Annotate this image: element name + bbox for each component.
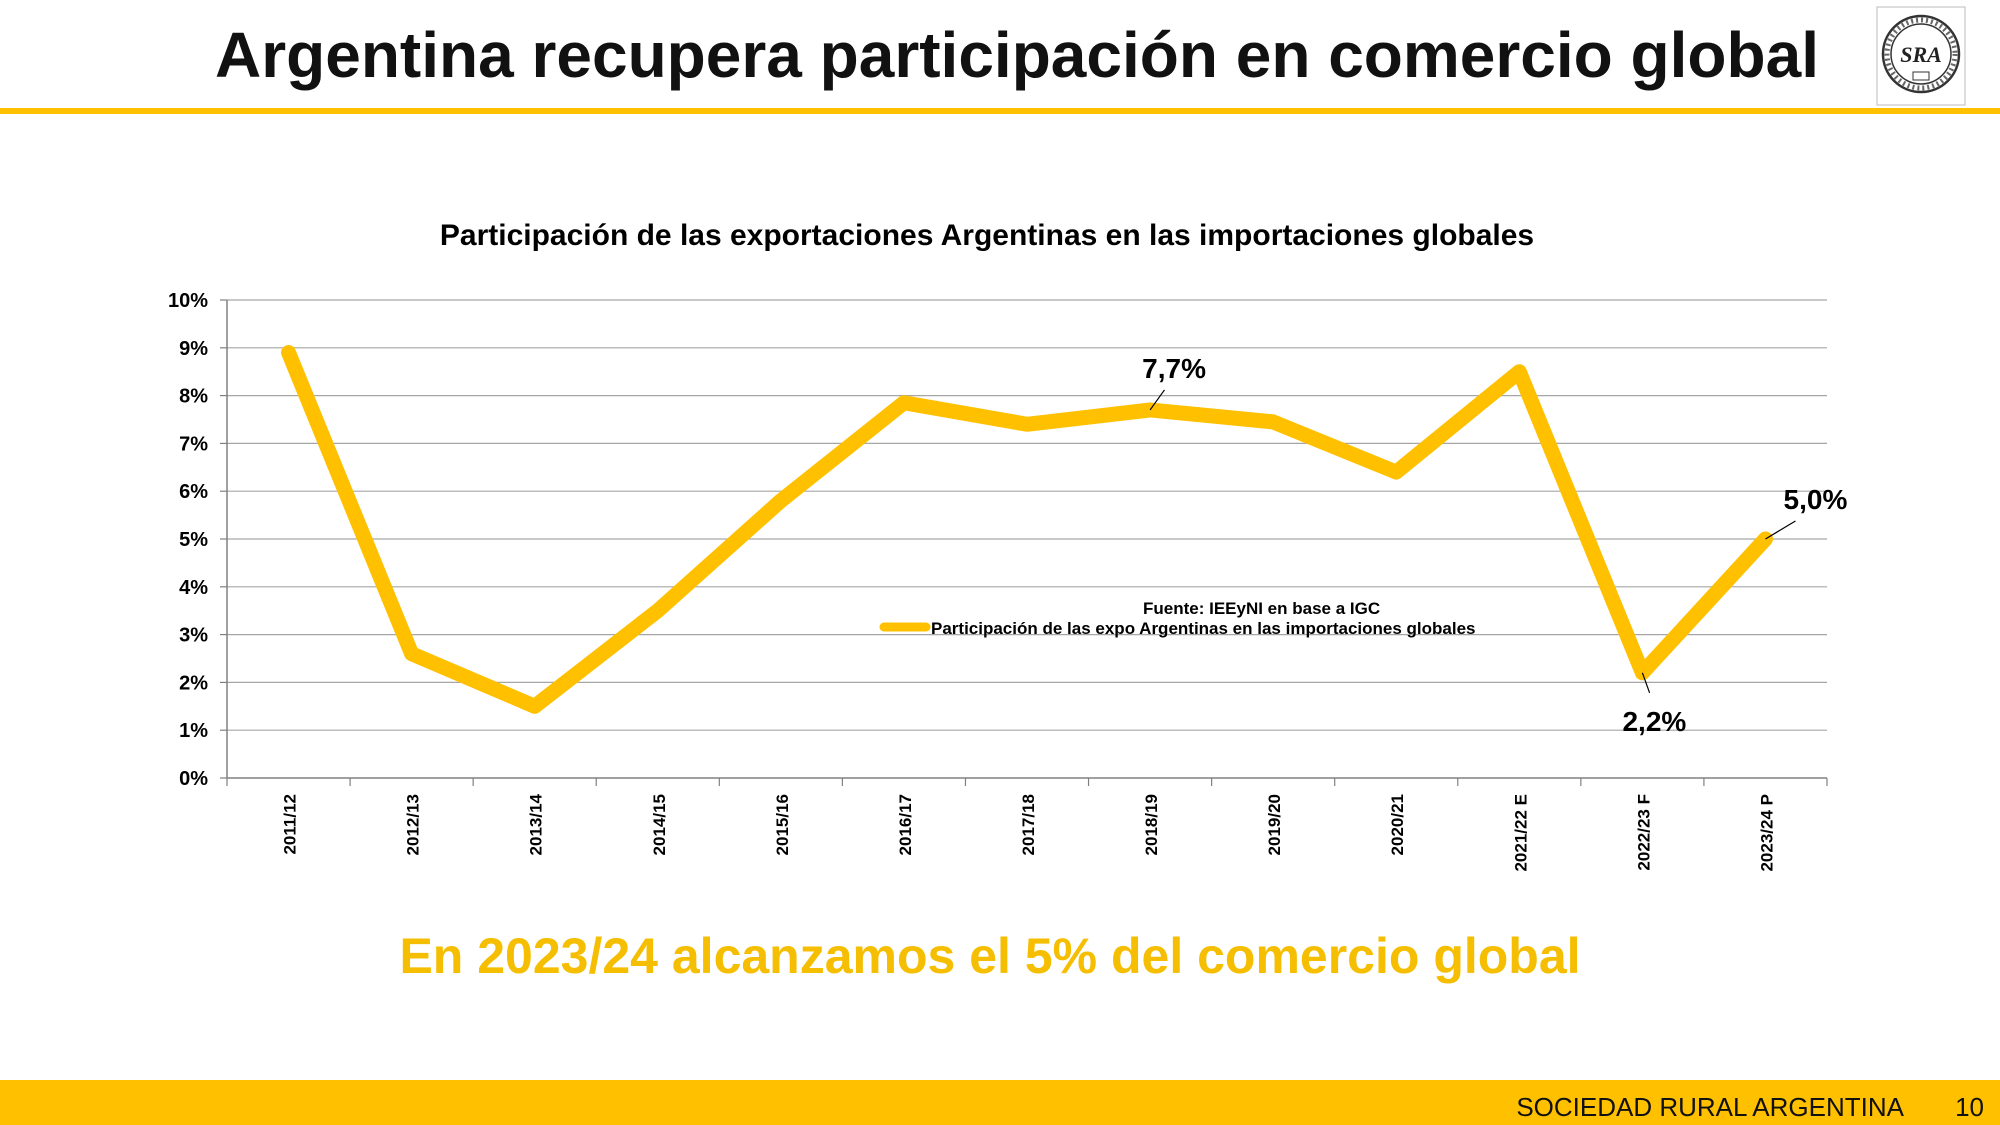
data-label: 5,0% [1784, 484, 1848, 515]
y-tick-label: 5% [179, 529, 208, 551]
x-tick-label: 2012/13 [404, 794, 423, 855]
y-tick-label: 6% [179, 481, 208, 503]
data-label-leader [1149, 389, 1165, 411]
y-tick-label: 3% [179, 625, 208, 647]
y-tick-label: 0% [179, 768, 208, 790]
legend-label: Participación de las expo Argentinas en … [931, 619, 1475, 638]
page-number: 10 [1955, 1092, 1984, 1122]
x-tick-label: 2021/22 E [1511, 794, 1530, 872]
data-label-layer: 7,7% 2,2% 5,0% [1142, 353, 1847, 737]
y-tick-label: 2% [179, 672, 208, 694]
x-tick-label: 2017/18 [1019, 794, 1038, 855]
x-tick-label: 2016/17 [896, 794, 915, 855]
x-axis-ticks: 2011/12 2012/13 2013/14 2014/15 2015/16 2016/… [281, 793, 1777, 871]
x-tick-label: 2013/14 [527, 793, 546, 855]
data-point [1516, 368, 1523, 375]
series-layer [281, 345, 1773, 714]
x-tick-label: 2014/15 [650, 794, 669, 855]
x-tick-label: 2022/23 F [1634, 794, 1653, 871]
y-axis-ticks: 0% 1% 2% 3% 4% 5% 6% 7% 8% 9% 10% [168, 290, 208, 790]
footer-band [0, 1080, 2000, 1125]
data-label: 2,2% [1622, 706, 1686, 737]
x-tick-label: 2019/20 [1265, 794, 1284, 855]
chart-title: Participación de las exportaciones Argen… [440, 219, 1534, 252]
data-point [408, 650, 415, 657]
sra-logo: SRA [1876, 6, 1966, 106]
y-tick-label: 7% [179, 433, 208, 455]
y-tick-label: 4% [179, 577, 208, 599]
logo-text: SRA [1900, 42, 1942, 67]
data-point [654, 607, 661, 614]
chart-axes [220, 299, 1828, 786]
data-label-leader [1641, 672, 1651, 694]
y-tick-label: 8% [179, 386, 208, 408]
data-point [900, 399, 907, 406]
data-point [1024, 421, 1030, 428]
y-tick-label: 1% [179, 720, 208, 742]
x-tick-label: 2020/21 [1388, 794, 1407, 855]
y-tick-label: 10% [168, 290, 208, 312]
footer-org-name: SOCIEDAD RURAL ARGENTINA [1516, 1092, 1904, 1122]
headline-takeaway: En 2023/24 alcanzamos el 5% del comercio… [399, 928, 1580, 984]
chart-gridlines [227, 299, 1827, 731]
y-tick-label: 9% [179, 338, 208, 360]
series-line [281, 345, 1773, 714]
data-point [531, 703, 538, 710]
data-label-leader [1765, 520, 1796, 540]
data-point [777, 497, 784, 504]
x-tick-label: 2023/24 P [1757, 794, 1776, 872]
x-tick-label: 2018/19 [1142, 794, 1161, 855]
x-tick-label: 2015/16 [773, 794, 792, 855]
chart-legend: Fuente: IEEyNI en base a IGC Participaci… [879, 599, 1475, 638]
source-note: Fuente: IEEyNI en base a IGC [1143, 599, 1380, 618]
x-tick-label: 2011/12 [281, 794, 300, 855]
title-underline [0, 108, 2000, 114]
data-point [285, 349, 292, 356]
data-label: 7,7% [1142, 353, 1206, 384]
data-point [1393, 469, 1400, 476]
data-point [1270, 418, 1277, 425]
slide-title: Argentina recupera participación en come… [215, 19, 1819, 91]
